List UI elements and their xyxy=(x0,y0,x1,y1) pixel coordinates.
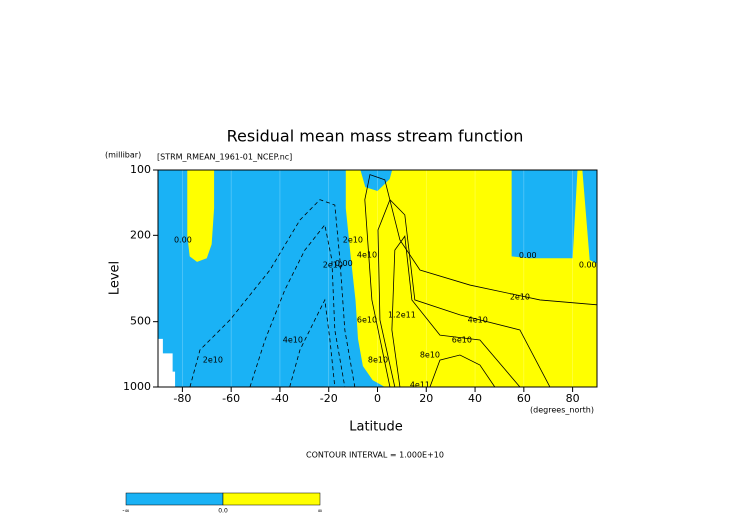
contour-label: 2e10 xyxy=(203,356,223,365)
x-tick-label: 20 xyxy=(419,392,433,405)
contour-line xyxy=(391,235,521,388)
contour-label: 1.2e11 xyxy=(388,310,416,319)
contour-line xyxy=(289,298,336,388)
x-tick-label: -80 xyxy=(173,392,191,405)
y-axis-label: Level xyxy=(108,261,123,295)
colorbar-label: ∞ xyxy=(318,508,323,515)
plot-area: 0.002e100.002e104e104e102e106e101.2e118e… xyxy=(123,163,598,405)
x-units: (degrees_north) xyxy=(530,406,594,415)
colorbar-positive xyxy=(222,492,321,506)
missing-region xyxy=(158,338,176,387)
contour-label: 4e10 xyxy=(357,250,377,259)
contour-label: 2e10 xyxy=(343,235,363,244)
contour-line xyxy=(189,199,356,388)
contour-line xyxy=(429,354,496,388)
x-tick-label: 0 xyxy=(374,392,381,405)
contour-label: 4e10 xyxy=(468,315,488,324)
x-tick-label: 80 xyxy=(566,392,580,405)
contour-label: 0.00 xyxy=(174,235,192,244)
positive-region xyxy=(187,170,215,262)
colorbar: -∞ 0.0 ∞ xyxy=(122,492,323,515)
y-units: (millibar) xyxy=(105,151,141,160)
colorbar-negative xyxy=(125,492,224,506)
contour-label: 6e10 xyxy=(357,315,377,324)
positive-region xyxy=(345,170,597,387)
contour-line xyxy=(377,198,551,388)
contour-label: 0.00 xyxy=(519,251,537,260)
subtitle: [STRM_RMEAN_1961-01_NCEP.nc] xyxy=(157,153,292,162)
contour-label: 2e10 xyxy=(323,260,343,269)
x-tick-label: -40 xyxy=(271,392,289,405)
x-tick-label: -20 xyxy=(320,392,338,405)
chart-title: Residual mean mass stream function xyxy=(227,127,524,146)
y-tick-label: 500 xyxy=(130,315,151,328)
contour-label: 8e10 xyxy=(420,350,440,359)
colorbar-label: -∞ xyxy=(122,508,129,515)
contour-label: 6e10 xyxy=(452,335,472,344)
x-tick-label: 40 xyxy=(468,392,482,405)
x-tick-label: -60 xyxy=(222,392,240,405)
y-tick-label: 100 xyxy=(130,163,151,176)
contour-interval: CONTOUR INTERVAL = 1.000E+10 xyxy=(306,451,444,460)
y-tick-label: 1000 xyxy=(123,380,151,393)
x-tick-label: 60 xyxy=(517,392,531,405)
contour-line xyxy=(364,174,598,388)
contour-line xyxy=(249,223,346,388)
contour-label: 8e10 xyxy=(368,356,388,365)
contour-label: 4e10 xyxy=(283,335,303,344)
contour-label: 2e10 xyxy=(510,293,530,302)
contour-label: 0.00 xyxy=(335,259,353,268)
y-tick-label: 200 xyxy=(130,228,151,241)
x-axis-label: Latitude xyxy=(349,420,403,435)
colorbar-label: 0.0 xyxy=(218,508,228,515)
contour-label: 0.00 xyxy=(579,260,597,269)
contour-label: 4e11 xyxy=(410,381,430,390)
